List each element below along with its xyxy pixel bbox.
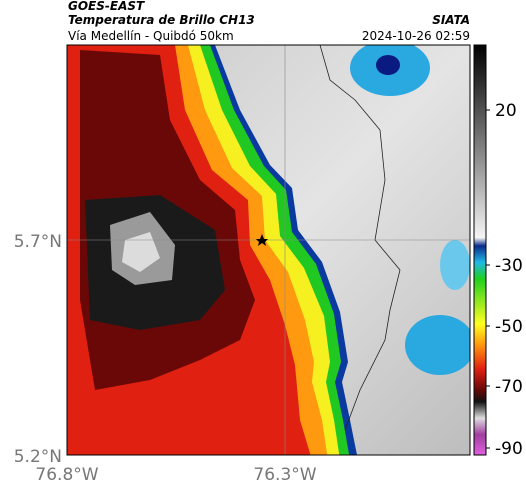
subtitle: Vía Medellín - Quibdó 50km — [68, 29, 234, 43]
lon-label: 76.3°W — [253, 465, 316, 485]
colorbar-tick-label: -50 — [495, 317, 523, 337]
map-frame — [66, 44, 471, 456]
colorbar-tick-label: -90 — [495, 439, 523, 459]
lat-label: 5.7°N — [14, 232, 62, 252]
map-image — [67, 45, 470, 455]
title: Temperatura de Brillo CH13 — [68, 13, 255, 27]
colorbar-tick-label: -70 — [495, 377, 523, 397]
satellite: GOES-EAST — [68, 0, 145, 13]
colorbar-ticks — [486, 109, 490, 449]
colorbar-tick-label: 20 — [495, 101, 517, 121]
source: SIATA — [432, 13, 470, 27]
lon-label: 76.8°W — [35, 465, 98, 485]
timestamp: 2024-10-26 02:59 — [362, 29, 470, 43]
colorbar — [473, 44, 487, 456]
colorbar-tick-label: -30 — [495, 256, 523, 276]
lat-label: 5.2°N — [14, 447, 62, 467]
